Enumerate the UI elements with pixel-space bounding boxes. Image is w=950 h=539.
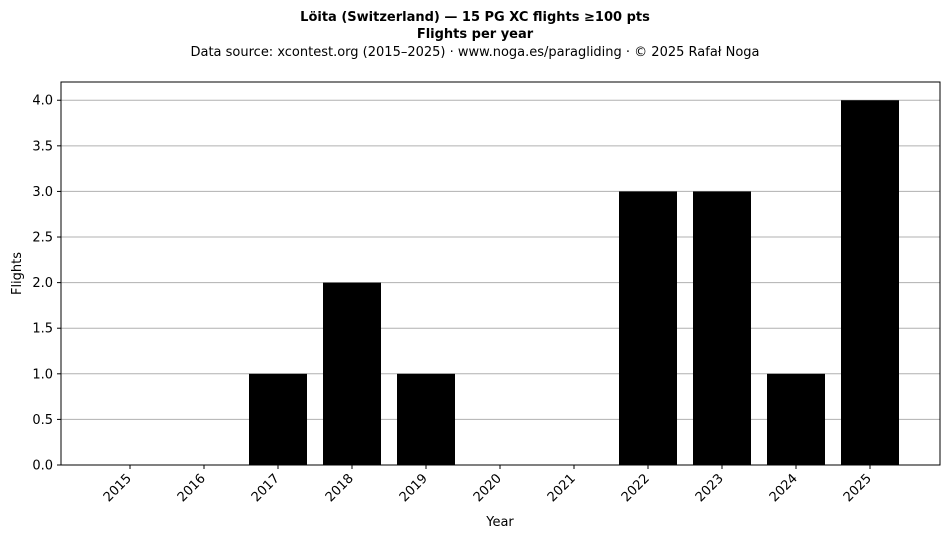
x-tick-label: 2019 bbox=[397, 471, 431, 505]
bar-2022 bbox=[619, 191, 677, 465]
x-tick-label: 2018 bbox=[323, 471, 357, 505]
y-axis-label: Flights bbox=[10, 252, 25, 295]
y-tick-label: 1.5 bbox=[32, 322, 53, 337]
bar-2018 bbox=[323, 282, 381, 465]
x-tick-label: 2021 bbox=[545, 471, 579, 505]
y-tick-label: 0.0 bbox=[32, 459, 53, 474]
x-tick-label: 2022 bbox=[619, 471, 653, 505]
y-tick-label: 3.5 bbox=[32, 139, 53, 154]
bar-2024 bbox=[767, 373, 825, 465]
chart-title: Löita (Switzerland) — 15 PG XC flights ≥… bbox=[300, 10, 650, 25]
y-tick-label: 3.0 bbox=[32, 185, 53, 200]
bar-2017 bbox=[249, 373, 307, 465]
y-axis: 0.0 0.5 1.0 1.5 2.0 2.5 3.0 3.5 4.0 bbox=[32, 94, 61, 474]
y-tick-label: 4.0 bbox=[32, 94, 53, 109]
x-tick-label: 2015 bbox=[101, 471, 135, 505]
x-axis: 2015 2016 2017 2018 2019 2020 2021 2022 2023 2024… bbox=[101, 465, 875, 505]
bar-2025 bbox=[841, 100, 899, 465]
x-tick-label: 2023 bbox=[693, 471, 727, 505]
x-tick-label: 2020 bbox=[471, 471, 505, 505]
bars bbox=[249, 100, 899, 465]
bar-2023 bbox=[693, 191, 751, 465]
chart-source-line: Data source: xcontest.org (2015–2025) · … bbox=[190, 45, 759, 60]
chart-subtitle: Flights per year bbox=[417, 27, 534, 42]
y-tick-label: 0.5 bbox=[32, 413, 53, 428]
grid-lines bbox=[61, 99, 940, 420]
bar-2019 bbox=[397, 373, 455, 465]
x-axis-label: Year bbox=[485, 515, 514, 530]
y-tick-label: 2.0 bbox=[32, 276, 53, 291]
x-tick-label: 2024 bbox=[767, 471, 801, 505]
y-tick-label: 1.0 bbox=[32, 367, 53, 382]
y-tick-label: 2.5 bbox=[32, 231, 53, 246]
x-tick-label: 2025 bbox=[841, 471, 875, 505]
x-tick-label: 2017 bbox=[249, 471, 283, 505]
x-tick-label: 2016 bbox=[175, 471, 209, 505]
